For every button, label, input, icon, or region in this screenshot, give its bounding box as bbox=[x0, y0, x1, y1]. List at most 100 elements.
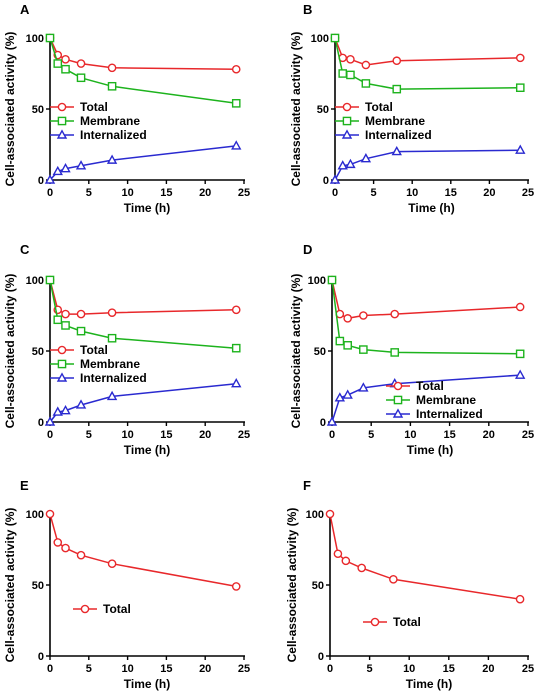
data-point-internalized bbox=[60, 162, 71, 173]
data-point-internalized bbox=[44, 416, 56, 426]
data-point-total bbox=[231, 64, 241, 74]
panel-b: B 0 5 10 15 20 25 0 50 100 Time (h) Cell-associated… bbox=[289, 2, 534, 215]
data-point-total bbox=[61, 543, 70, 553]
y-tick-label: 100 bbox=[26, 33, 44, 45]
legend-label: Total bbox=[416, 379, 444, 393]
data-point-membrane bbox=[327, 275, 337, 285]
y-tick-label: 0 bbox=[323, 175, 329, 187]
series-line-total bbox=[334, 37, 521, 66]
data-point-membrane bbox=[45, 33, 55, 43]
legend: Total bbox=[73, 602, 131, 616]
data-point-total bbox=[325, 509, 335, 519]
y-tick-label: 0 bbox=[318, 651, 324, 663]
x-tick-label: 0 bbox=[47, 187, 53, 199]
series-line-internalized bbox=[49, 382, 237, 423]
legend-label: Total bbox=[393, 615, 421, 629]
panel-label: E bbox=[20, 478, 29, 493]
data-point-internalized bbox=[360, 153, 372, 163]
data-point-membrane bbox=[231, 343, 241, 353]
x-tick-label: 5 bbox=[371, 187, 377, 199]
y-axis-title: Cell-associated activity (%) bbox=[3, 508, 17, 663]
data-point-membrane bbox=[392, 84, 402, 94]
x-tick-label: 20 bbox=[199, 663, 211, 675]
x-tick-label: 0 bbox=[327, 663, 333, 675]
data-point-total bbox=[515, 594, 525, 604]
x-axis-title: Time (h) bbox=[124, 677, 170, 691]
x-tick-label: 15 bbox=[160, 187, 172, 199]
series-line-total bbox=[49, 279, 237, 315]
data-point-membrane bbox=[61, 321, 70, 330]
data-point-internalized bbox=[391, 145, 402, 156]
x-axis-title: Time (h) bbox=[124, 443, 170, 457]
data-point-internalized bbox=[334, 392, 346, 402]
data-point-membrane bbox=[515, 349, 525, 359]
data-point-internalized bbox=[106, 390, 118, 401]
legend-marker-total bbox=[80, 604, 90, 614]
data-point-total bbox=[45, 509, 55, 519]
panel-label: A bbox=[20, 2, 30, 17]
data-point-internalized bbox=[60, 404, 71, 415]
panel-e: E 0 5 10 15 20 25 0 50 100 Time (h) Cell-associated… bbox=[3, 478, 250, 691]
legend-marker-membrane bbox=[393, 395, 403, 405]
y-axis-title: Cell-associated activity (%) bbox=[285, 508, 299, 663]
y-tick-label: 50 bbox=[32, 104, 44, 116]
legend-marker-total bbox=[57, 345, 67, 355]
x-axis-title: Time (h) bbox=[408, 201, 454, 215]
y-tick-label: 0 bbox=[38, 651, 44, 663]
x-tick-label: 5 bbox=[367, 663, 373, 675]
x-axis-title: Time (h) bbox=[406, 677, 452, 691]
x-tick-label: 10 bbox=[121, 663, 133, 675]
x-tick-label: 25 bbox=[522, 429, 534, 441]
legend: Total bbox=[363, 615, 421, 629]
data-point-internalized bbox=[345, 158, 356, 169]
series-line-total bbox=[49, 513, 237, 588]
data-point-total bbox=[333, 549, 343, 559]
x-tick-label: 20 bbox=[483, 429, 495, 441]
y-tick-label: 100 bbox=[308, 275, 326, 287]
x-tick-label: 20 bbox=[483, 187, 495, 199]
legend-label: Internalized bbox=[416, 407, 483, 421]
legend-marker-internalized bbox=[341, 129, 353, 139]
data-point-membrane bbox=[338, 69, 348, 78]
data-point-total bbox=[76, 59, 86, 68]
data-point-total bbox=[390, 309, 400, 319]
y-axis-title: Cell-associated activity (%) bbox=[289, 274, 303, 429]
legend-marker-total bbox=[342, 102, 352, 112]
legend-label: Membrane bbox=[80, 114, 140, 128]
panel-f: F 0 5 10 15 20 25 0 50 100 Time (h) Cell-associated… bbox=[285, 478, 534, 691]
y-axis-title: Cell-associated activity (%) bbox=[289, 32, 303, 187]
x-tick-label: 5 bbox=[86, 429, 92, 441]
x-tick-label: 25 bbox=[238, 187, 250, 199]
y-tick-label: 0 bbox=[320, 417, 326, 429]
panel-c: C 0 5 10 15 20 25 0 50 100 Time (h) Cell-associated… bbox=[3, 242, 250, 457]
legend-label: Total bbox=[80, 100, 108, 114]
y-tick-label: 100 bbox=[26, 275, 44, 287]
data-point-internalized bbox=[75, 160, 87, 170]
data-point-membrane bbox=[107, 333, 117, 343]
data-point-membrane bbox=[45, 275, 55, 285]
data-point-internalized bbox=[514, 369, 526, 379]
data-point-total bbox=[231, 582, 241, 591]
data-point-total bbox=[61, 55, 70, 64]
x-tick-label: 20 bbox=[482, 663, 494, 675]
legend-label: Internalized bbox=[80, 371, 147, 385]
data-point-membrane bbox=[76, 326, 86, 336]
legend-label: Total bbox=[103, 602, 131, 616]
panel-d: D 0 5 10 15 20 25 0 50 100 Time (h) Cell-associated… bbox=[289, 242, 534, 457]
legend-marker-total bbox=[393, 381, 403, 391]
y-tick-label: 50 bbox=[32, 346, 44, 358]
data-point-total bbox=[107, 559, 117, 569]
series-line-membrane bbox=[49, 279, 237, 349]
x-tick-label: 0 bbox=[329, 429, 335, 441]
data-point-membrane bbox=[515, 83, 525, 92]
y-tick-label: 100 bbox=[26, 509, 44, 521]
x-tick-label: 10 bbox=[121, 187, 133, 199]
series-line-membrane bbox=[49, 37, 237, 105]
x-tick-label: 15 bbox=[443, 429, 455, 441]
data-point-internalized bbox=[106, 154, 118, 164]
legend-marker-internalized bbox=[56, 129, 68, 139]
data-point-total bbox=[341, 556, 351, 566]
